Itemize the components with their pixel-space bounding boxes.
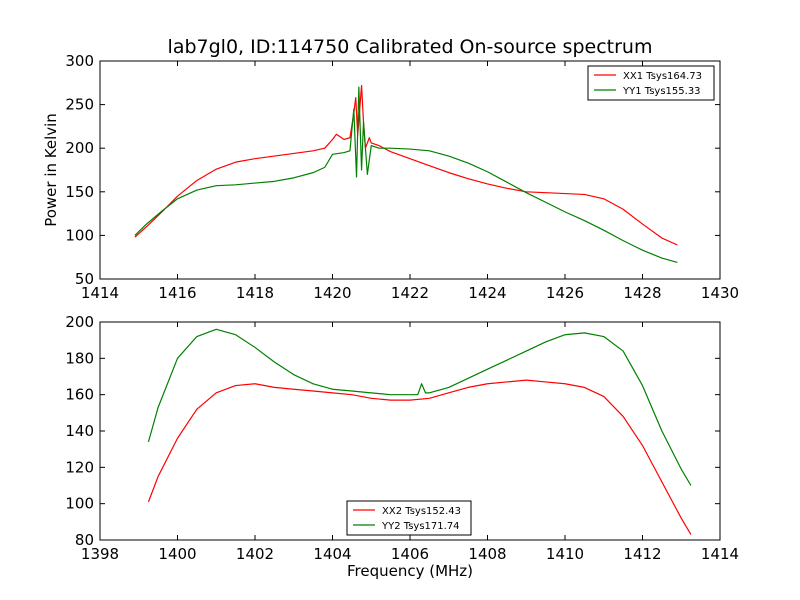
x-tick-label: 1426 (546, 284, 584, 302)
y-tick-label: 160 (65, 386, 94, 404)
series-line-xx2 (147, 379, 692, 535)
legend: XX2 Tsys152.43 YY2 Tsys171.74 (346, 500, 472, 536)
x-tick-label: 1414 (81, 284, 119, 302)
top-spectrum-panel: 1414 1416 1418 1420 1422 1424 1426 1428 1430 50 10… (42, 52, 739, 302)
y-tick-label: 100 (65, 226, 94, 244)
x-axis-label: Frequency (MHz) (347, 562, 473, 580)
y-tick-label: 200 (65, 313, 94, 331)
x-tick-label: 1428 (623, 284, 661, 302)
figure-title: lab7gl0, ID:114750 Calibrated On-source … (168, 36, 653, 58)
y-tick-label: 100 (65, 495, 94, 513)
x-tick-label: 1412 (623, 545, 661, 563)
legend-entry: YY2 Tsys171.74 (381, 521, 460, 532)
bottom-spectrum-panel: 1398 1400 1402 1404 1406 1408 1410 1412 1414 80 10… (65, 313, 739, 580)
series-line-yy2 (147, 328, 692, 486)
x-tick-label: 1404 (313, 545, 351, 563)
x-tick-label: 1422 (391, 284, 429, 302)
y-tick-label: 80 (75, 531, 94, 549)
y-tick-label: 120 (65, 458, 94, 476)
x-tick-label: 1430 (701, 284, 739, 302)
x-tick-label: 1408 (468, 545, 506, 563)
x-tick-label: 1416 (158, 284, 196, 302)
legend-entry: XX1 Tsys164.73 (623, 71, 702, 82)
x-tick-label: 1410 (546, 545, 584, 563)
x-tick-label: 1414 (701, 545, 739, 563)
y-tick-label: 250 (65, 96, 94, 114)
x-tick-label: 1400 (158, 545, 196, 563)
y-tick-label: 50 (75, 270, 94, 288)
x-tick-label: 1406 (391, 545, 429, 563)
legend-box (587, 65, 715, 101)
x-tick-label: 1398 (81, 545, 119, 563)
y-tick-label: 200 (65, 139, 94, 157)
x-tick-label: 1420 (313, 284, 351, 302)
y-axis-label: Power in Kelvin (42, 113, 60, 227)
legend-box (346, 500, 472, 536)
legend-entry: XX2 Tsys152.43 (382, 506, 461, 517)
legend-entry: YY1 Tsys155.33 (622, 86, 701, 97)
y-tick-label: 180 (65, 349, 94, 367)
y-tick-label: 300 (65, 52, 94, 70)
legend: XX1 Tsys164.73 YY1 Tsys155.33 (587, 65, 715, 101)
x-tick-label: 1402 (236, 545, 274, 563)
y-tick-label: 140 (65, 422, 94, 440)
x-tick-label: 1418 (236, 284, 274, 302)
x-tick-label: 1424 (468, 284, 506, 302)
y-tick-label: 150 (65, 183, 94, 201)
series-line-yy1 (134, 86, 678, 264)
